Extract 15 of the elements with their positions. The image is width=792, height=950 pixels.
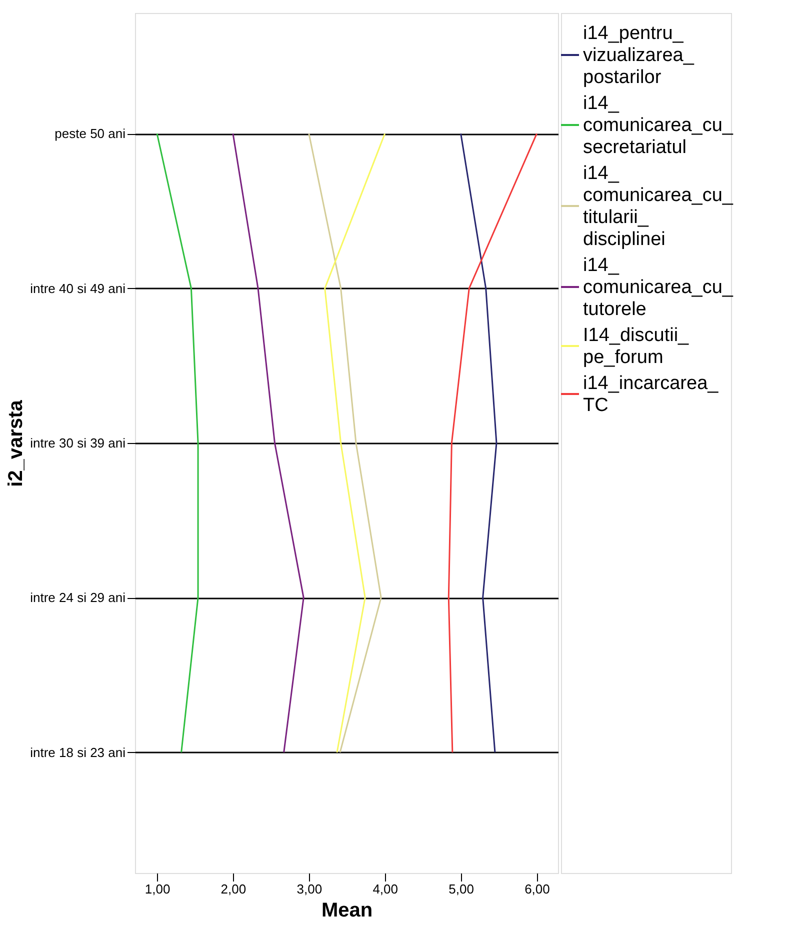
y-tick-label: peste 50 ani [54,126,126,142]
y-tick-label: intre 18 si 23 ani [30,744,126,760]
y-axis-title: i2_varsta [5,399,28,487]
x-tick-label: 5,00 [448,882,474,896]
legend-label: i14_comunicarea_cu_tutorele [583,255,734,320]
x-axis-title: Mean [321,900,373,922]
x-tick-label: 1,00 [144,882,170,896]
y-tick-label: intre 30 si 39 ani [30,436,126,450]
y-tick-label: intre 24 si 29 ani [30,590,126,606]
x-tick-label: 6,00 [524,882,550,896]
x-tick-label: 3,00 [296,882,322,896]
y-tick-label: intre 40 si 49 ani [30,280,126,296]
x-tick-label: 4,00 [372,882,398,896]
x-tick-label: 2,00 [220,882,246,896]
legend-label: i14_incarcarea_TC [583,373,719,416]
